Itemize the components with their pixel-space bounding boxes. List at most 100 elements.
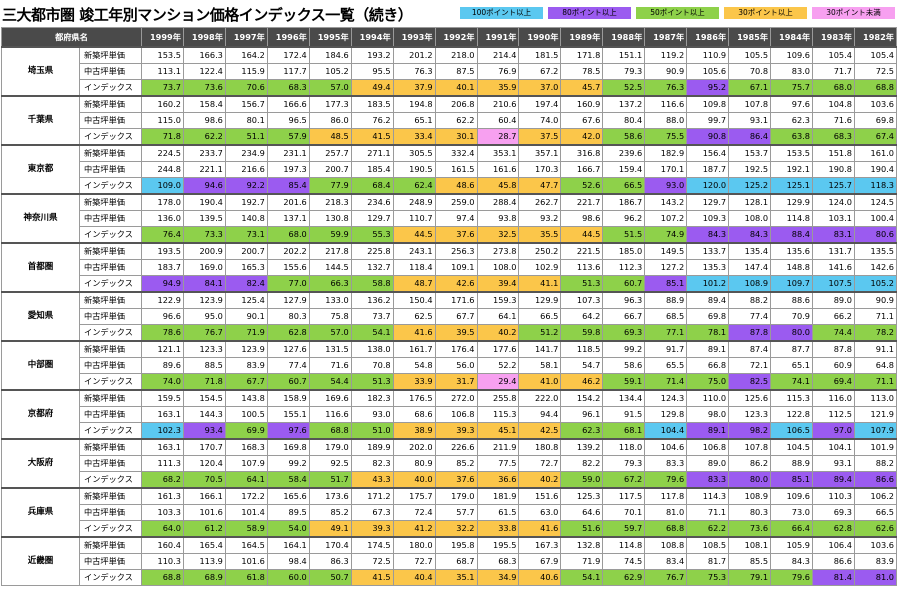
row-label: 新築坪単価 (78, 487, 143, 505)
price-cell: 155.6 (266, 259, 310, 276)
price-cell: 69.3 (812, 504, 855, 521)
price-cell: 161.5 (434, 161, 478, 178)
index-cell: 51.6 (560, 520, 604, 538)
row-label: 新築坪単価 (78, 242, 143, 260)
price-cell: 70.8 (728, 63, 772, 80)
row-label: インデックス (78, 520, 143, 538)
price-cell: 91.1 (853, 340, 898, 358)
price-cell: 180.0 (392, 536, 436, 554)
index-cell: 80.6 (853, 226, 898, 244)
index-cell: 51.5 (602, 226, 646, 244)
prefecture-group: 兵庫県 新築坪単価 161.3 166.1 172.2 165.6 173.6 171.2 17… (1, 487, 898, 538)
row-label: 新築坪単価 (78, 389, 143, 407)
price-cell: 178.0 (141, 193, 184, 211)
price-cell: 155.1 (266, 406, 310, 423)
price-cell: 132.7 (350, 259, 394, 276)
index-cell: 88.4 (770, 226, 814, 244)
price-cell: 62.3 (770, 112, 814, 129)
price-cell: 67.9 (518, 553, 562, 570)
price-cell: 173.6 (308, 487, 352, 505)
price-cell: 250.2 (518, 242, 562, 260)
index-cell: 68.8 (308, 422, 352, 440)
price-cell: 129.9 (770, 193, 814, 211)
price-cell: 114.3 (686, 487, 730, 505)
index-cell: 85.4 (266, 177, 310, 195)
index-cell: 92.2 (224, 177, 268, 195)
index-cell: 62.2 (686, 520, 730, 538)
table-row: 中古坪単価 136.0 139.5 140.8 137.1 130.8 129.7 110.7… (2, 210, 898, 227)
price-cell: 160.4 (141, 536, 184, 554)
price-cell: 113.9 (182, 553, 226, 570)
index-cell: 67.7 (224, 373, 268, 391)
header-year: 1992年 (434, 27, 478, 48)
row-label: インデックス (78, 177, 143, 195)
price-cell: 172.4 (266, 46, 310, 64)
index-cell: 108.9 (728, 275, 772, 293)
row-label: インデックス (78, 373, 143, 391)
index-cell: 62.9 (602, 569, 646, 586)
index-cell: 61.8 (224, 569, 268, 586)
table-row: インデックス 73.7 73.6 70.6 68.3 57.0 49.4 37.9 40.1 35… (2, 79, 898, 97)
index-cell: 48.5 (308, 128, 352, 146)
index-cell: 71.4 (644, 373, 688, 391)
index-cell: 80.0 (728, 471, 772, 489)
price-cell: 96.1 (560, 406, 604, 423)
price-cell: 119.2 (644, 46, 688, 64)
index-cell: 84.1 (182, 275, 226, 293)
price-cell: 244.8 (141, 161, 184, 178)
price-cell: 165.4 (182, 536, 226, 554)
header-pref: 都府県名 (0, 27, 143, 48)
price-cell: 168.3 (224, 438, 268, 456)
price-cell: 108.1 (728, 536, 772, 554)
prefecture-name: 愛知県 (1, 291, 80, 342)
price-cell: 71.7 (812, 63, 855, 80)
price-cell: 69.8 (853, 112, 898, 129)
index-cell: 37.0 (518, 79, 562, 97)
index-cell: 120.0 (686, 177, 730, 195)
price-cell: 353.1 (476, 144, 520, 162)
table-row: 近畿圏 新築坪単価 160.4 165.4 164.5 164.1 170.4 174.5 18… (1, 536, 898, 586)
price-cell: 113.6 (560, 259, 604, 276)
index-cell: 58.8 (350, 275, 394, 293)
index-cell: 104.4 (644, 422, 688, 440)
price-cell: 98.0 (686, 406, 730, 423)
price-cell: 218.3 (308, 193, 352, 211)
header-year: 1986年 (686, 27, 730, 48)
index-cell: 37.6 (434, 471, 478, 489)
price-cell: 183.7 (141, 259, 184, 276)
price-cell: 118.4 (392, 259, 436, 276)
price-cell: 72.4 (392, 504, 436, 521)
price-cell: 109.1 (434, 259, 478, 276)
index-cell: 31.7 (434, 373, 478, 391)
header-year: 1997年 (224, 27, 268, 48)
index-cell: 39.3 (350, 520, 394, 538)
index-cell: 93.0 (644, 177, 688, 195)
price-cell: 164.5 (224, 536, 268, 554)
index-cell: 59.1 (602, 373, 646, 391)
price-cell: 70.9 (770, 308, 814, 325)
header-year: 1993年 (392, 27, 436, 48)
legend-item: 30ポイント以上 (724, 7, 807, 19)
table-row: インデックス 102.3 93.4 69.9 97.6 68.8 51.0 38.9 39.3 4… (2, 422, 898, 440)
row-label: 中古坪単価 (78, 455, 143, 472)
price-cell: 89.1 (686, 340, 730, 358)
index-cell: 66.3 (308, 275, 352, 293)
price-cell: 136.0 (141, 210, 184, 227)
price-cell: 143.2 (644, 193, 688, 211)
index-cell: 41.2 (392, 520, 436, 538)
price-cell: 85.2 (434, 455, 478, 472)
price-cell: 89.0 (686, 455, 730, 472)
price-cell: 192.7 (224, 193, 268, 211)
index-cell: 38.9 (392, 422, 436, 440)
price-cell: 127.6 (266, 340, 310, 358)
price-cell: 77.4 (728, 308, 772, 325)
price-cell: 85.2 (308, 504, 352, 521)
header-year: 1999年 (141, 27, 184, 48)
index-cell: 78.6 (141, 324, 184, 342)
price-cell: 85.5 (728, 553, 772, 570)
table-row: 兵庫県 新築坪単価 161.3 166.1 172.2 165.6 173.6 171.2 17… (1, 487, 898, 538)
index-cell: 68.8 (141, 569, 184, 586)
index-cell: 74.1 (770, 373, 814, 391)
index-cell: 86.6 (853, 471, 898, 489)
price-cell: 221.7 (560, 193, 604, 211)
